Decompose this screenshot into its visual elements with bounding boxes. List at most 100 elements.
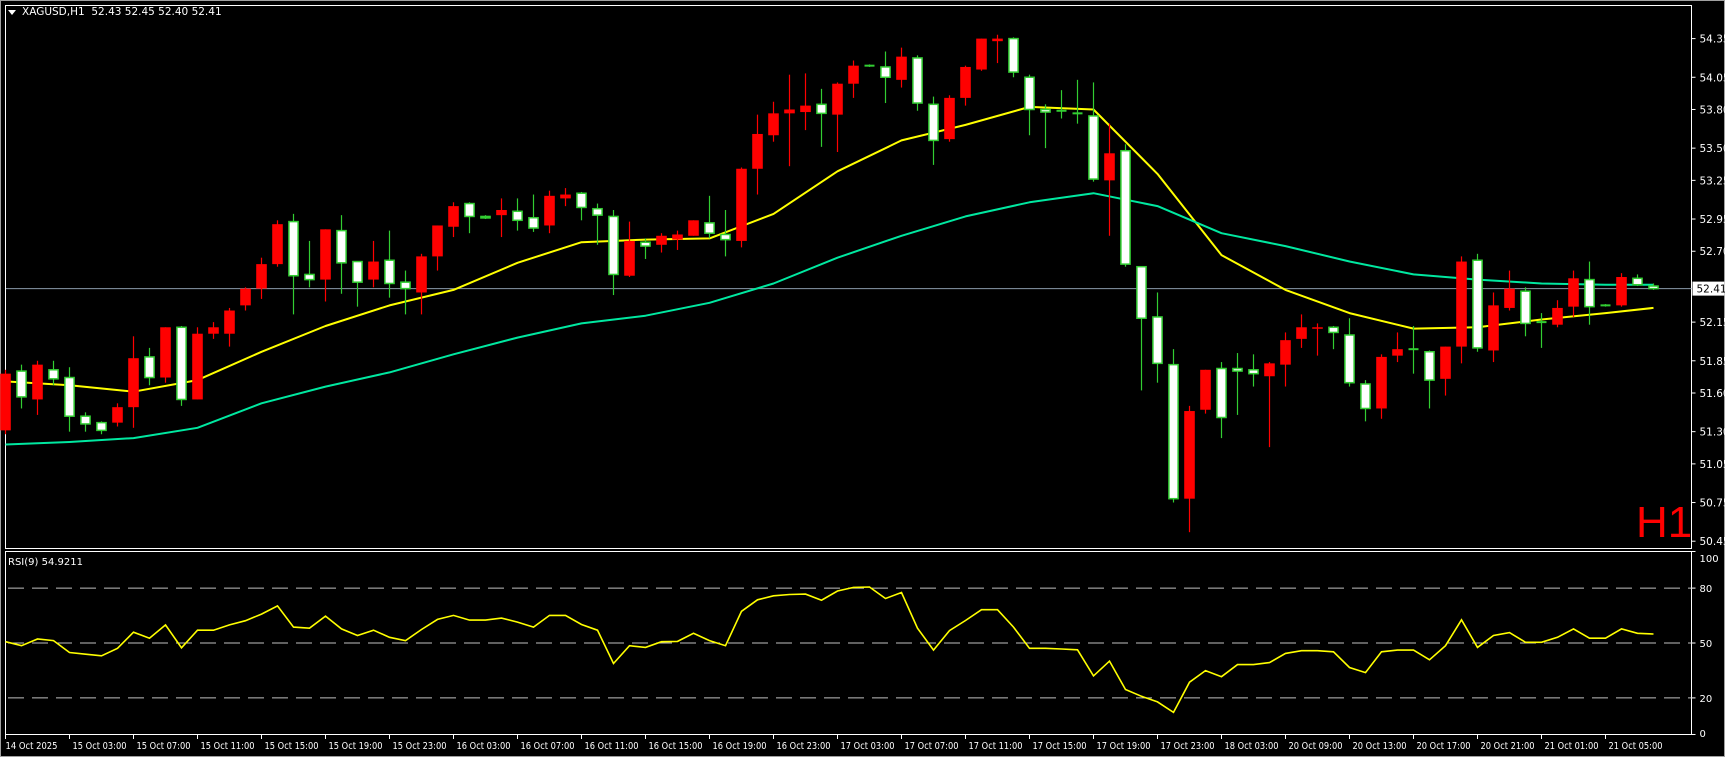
candle-body-bull — [1296, 327, 1307, 339]
chart-header: XAGUSD,H1 52.43 52.45 52.40 52.41 — [22, 6, 222, 18]
candle-body-bear — [1088, 115, 1099, 180]
candle — [720, 209, 731, 257]
candle — [1296, 314, 1307, 348]
candle — [944, 95, 955, 142]
candle — [224, 307, 235, 347]
candle-body-bear — [576, 192, 587, 209]
time-tick-label: 21 Oct 01:00 — [1545, 741, 1599, 752]
candle-body-bull — [1184, 411, 1195, 499]
candle — [1568, 270, 1579, 317]
candle-body-bear — [608, 215, 619, 276]
candle-body-bear — [1344, 334, 1355, 384]
candle — [176, 325, 187, 406]
time-tick-label: 20 Oct 13:00 — [1353, 741, 1407, 752]
time-tick-label: 16 Oct 15:00 — [649, 741, 703, 752]
moving-averages — [5, 105, 1654, 446]
candle — [1440, 346, 1451, 396]
candle-body-bull — [736, 168, 747, 241]
candle-body-bear — [912, 57, 923, 104]
candle — [208, 322, 219, 339]
candle — [1264, 362, 1275, 448]
candle-body-bear — [1632, 277, 1643, 286]
candle — [480, 215, 491, 220]
candle — [192, 327, 203, 400]
candle — [1040, 104, 1051, 149]
candle-body-bear — [1136, 265, 1147, 320]
candle-body-bull — [1312, 327, 1323, 329]
candle — [1216, 362, 1227, 439]
collapse-triangle-icon[interactable] — [8, 10, 16, 15]
candle — [1232, 353, 1243, 415]
candle-body-bull — [368, 261, 379, 280]
candle-body-bull — [112, 407, 123, 423]
candle-body-bull — [1376, 356, 1387, 409]
candle-body-bear — [1120, 149, 1131, 265]
candle — [432, 225, 443, 271]
time-tick-label: 18 Oct 03:00 — [1225, 741, 1279, 752]
candle — [1184, 405, 1195, 533]
candle-body-bull — [256, 264, 267, 289]
time-tick-label: 20 Oct 09:00 — [1289, 741, 1343, 752]
candle — [1136, 265, 1147, 391]
price-tick-label: 51.85 — [1700, 356, 1725, 368]
price-tick-label: 53.25 — [1700, 175, 1725, 187]
candle — [912, 55, 923, 111]
candle-body-bear — [96, 421, 107, 432]
candle — [1376, 354, 1387, 419]
candle-body-bear — [512, 210, 523, 222]
candle — [528, 194, 539, 232]
candle-body-bear — [336, 229, 347, 264]
candle-body-bear — [1584, 278, 1595, 308]
candle-body-bear — [592, 207, 603, 216]
candle — [1520, 287, 1531, 337]
candle — [1456, 256, 1467, 364]
price-tick-label: 52.95 — [1700, 214, 1725, 226]
candle-body-bear — [384, 259, 395, 285]
candle — [496, 198, 507, 238]
moving-average-slow-line — [5, 192, 1654, 446]
candle — [1104, 123, 1115, 236]
candle-body-bull — [960, 66, 971, 98]
time-tick-label: 17 Oct 19:00 — [1097, 741, 1151, 752]
candle-body-bull — [1456, 261, 1467, 347]
candle — [80, 412, 91, 432]
candle-body-bull — [784, 109, 795, 114]
candle — [1488, 292, 1499, 363]
time-tick-label: 16 Oct 03:00 — [457, 741, 511, 752]
candle-body-bull — [432, 225, 443, 257]
candle-body-bull — [1440, 346, 1451, 379]
candle — [1392, 332, 1403, 363]
candle-body-bull — [992, 38, 1003, 42]
time-axis: 14 Oct 2025 15 Oct 03:00 15 Oct 07:00 15 Oc… — [5, 734, 1663, 752]
candle — [144, 347, 155, 386]
candle-body-bull — [768, 113, 779, 136]
candle-body-bull — [1280, 340, 1291, 365]
candle — [992, 34, 1003, 64]
rsi-tick-label: 20 — [1700, 694, 1713, 705]
time-tick-label: 16 Oct 07:00 — [521, 741, 575, 752]
candle — [880, 51, 891, 104]
candle — [608, 209, 619, 296]
price-tick-label: 50.75 — [1700, 498, 1725, 510]
candle-body-bear — [1008, 37, 1019, 73]
rsi-tick-label: 50 — [1700, 639, 1713, 650]
price-tick-label: 53.50 — [1700, 143, 1725, 155]
candle-body-bull — [1104, 153, 1115, 181]
candles — [0, 34, 1659, 533]
candle — [928, 96, 939, 165]
candle-body-bear — [1328, 326, 1339, 334]
candle — [976, 38, 987, 71]
candle — [624, 221, 635, 278]
candle — [688, 220, 699, 236]
candle-body-bull — [448, 206, 459, 227]
rsi-indicator: 100 80 50 20 0 — [5, 551, 1719, 740]
rsi-tick-label: 0 — [1700, 729, 1706, 740]
time-tick-label: 17 Oct 03:00 — [841, 741, 895, 752]
candle-body-bull — [1264, 363, 1275, 377]
candle — [960, 65, 971, 106]
candle-body-bear — [352, 260, 363, 283]
candle-body-bear — [704, 222, 715, 234]
time-tick-label: 20 Oct 21:00 — [1481, 741, 1535, 752]
candle — [672, 230, 683, 250]
